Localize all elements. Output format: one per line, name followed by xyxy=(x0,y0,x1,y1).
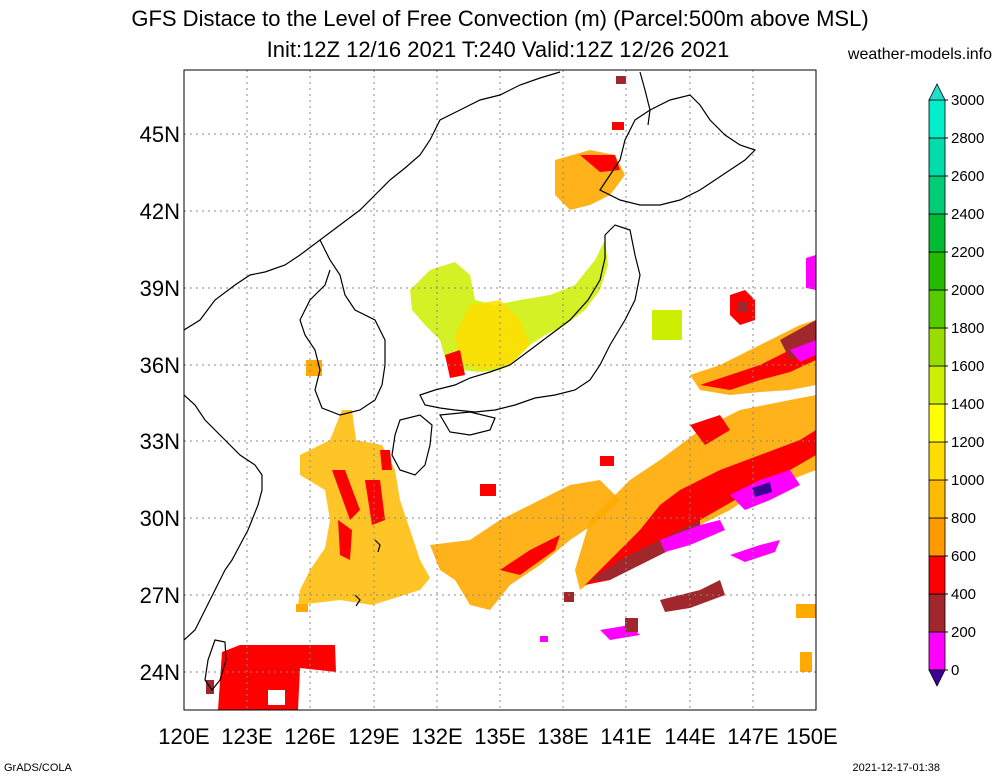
colorbar-label: 800 xyxy=(951,510,976,527)
colorbar-label: 1000 xyxy=(951,472,984,489)
lon-label: 132E xyxy=(411,724,462,749)
colorbar-bin xyxy=(928,289,946,329)
lon-label: 135E xyxy=(474,724,525,749)
colorbar-bin xyxy=(928,137,946,177)
colorbar-bin xyxy=(928,213,946,253)
colorbar-arrow-low xyxy=(928,669,946,687)
field-shading xyxy=(206,76,816,710)
colorbar-bin xyxy=(928,99,946,139)
footer-left-label: GrADS/COLA xyxy=(4,762,72,774)
colorbar-label: 200 xyxy=(951,624,976,641)
valid-time-label: Init:12Z 12/16 2021 T:240 Valid:12Z 12/2… xyxy=(266,37,730,62)
lat-label: 42N xyxy=(140,199,180,224)
lat-label: 45N xyxy=(140,122,180,147)
colorbar-label: 2600 xyxy=(951,168,984,185)
colorbar-bin xyxy=(928,327,946,367)
lon-label: 126E xyxy=(284,724,335,749)
lon-label: 123E xyxy=(221,724,272,749)
colorbar-label: 2400 xyxy=(951,206,984,223)
lon-label: 147E xyxy=(727,724,778,749)
map-title-line1: GFS Distace to the Level of Free Convect… xyxy=(131,6,869,31)
colorbar-label: 0 xyxy=(951,662,959,679)
colorbar: 0 200 400 600 800 1000 1200 1400 1600 1800 2000 220… xyxy=(928,83,984,687)
lat-label: 24N xyxy=(140,660,180,685)
colorbar-label: 1600 xyxy=(951,358,984,375)
lon-label: 129E xyxy=(348,724,399,749)
lat-label: 33N xyxy=(140,429,180,454)
colorbar-label: 400 xyxy=(951,586,976,603)
lon-label: 138E xyxy=(537,724,588,749)
footer-right-label: 2021-12-17-01:38 xyxy=(852,762,940,774)
lat-axis-labels: 24N 27N 30N 33N 36N 39N 42N 45N xyxy=(140,122,180,685)
lat-label: 36N xyxy=(140,353,180,378)
colorbar-label: 1800 xyxy=(951,320,984,337)
colorbar-bin xyxy=(928,175,946,215)
lon-axis-labels: 120E 123E 126E 129E 132E 135E 138E 141E … xyxy=(158,724,837,749)
lon-label: 144E xyxy=(664,724,715,749)
colorbar-label: 2000 xyxy=(951,282,984,299)
colorbar-label: 1200 xyxy=(951,434,984,451)
colorbar-bin xyxy=(928,479,946,519)
colorbar-bin xyxy=(928,517,946,557)
colorbar-bin xyxy=(928,403,946,443)
colorbar-bin xyxy=(928,251,946,291)
source-site-label: weather-models.info xyxy=(847,46,992,63)
map-title-line2: Init:12Z 12/16 2021 T:240 Valid:12Z 12/2… xyxy=(0,37,1000,63)
coastlines xyxy=(184,71,757,692)
colorbar-label: 600 xyxy=(951,548,976,565)
colorbar-bin xyxy=(928,441,946,481)
lon-label: 120E xyxy=(158,724,209,749)
colorbar-bin xyxy=(928,593,946,633)
colorbar-label: 2800 xyxy=(951,130,984,147)
colorbar-bin xyxy=(928,555,946,595)
colorbar-label: 1400 xyxy=(951,396,984,413)
colorbar-label: 2200 xyxy=(951,244,984,261)
lat-label: 39N xyxy=(140,276,180,301)
lon-label: 150E xyxy=(786,724,837,749)
colorbar-label: 3000 xyxy=(951,92,984,109)
colorbar-bin xyxy=(928,365,946,405)
colorbar-arrow-high xyxy=(928,83,946,101)
map-frame xyxy=(183,69,817,711)
lon-label: 141E xyxy=(600,724,651,749)
lat-label: 27N xyxy=(140,583,180,608)
lat-label: 30N xyxy=(140,506,180,531)
colorbar-bin xyxy=(928,631,946,671)
